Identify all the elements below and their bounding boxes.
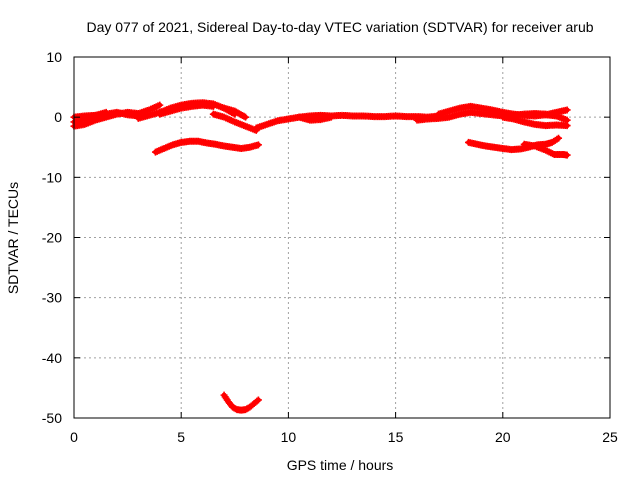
chart-title: Day 077 of 2021, Sidereal Day-to-day VTE… [86,19,593,35]
series-points [542,111,571,124]
y-axis-title: SDTVAR / TECUs [5,182,21,294]
axis-ticks: 0 5 10 15 20 25 10 0 -10 -20 -30 -40 -50 [42,49,618,445]
y-tick-label: -20 [42,230,62,246]
series-track-12 [499,113,571,130]
series-points [520,140,571,159]
x-tick-label: 20 [495,429,511,445]
series-points [151,137,262,156]
y-tick-label: -50 [42,410,62,426]
series-track-9 [295,113,335,124]
x-tick-label: 10 [281,429,297,445]
series-track-6 [209,110,260,134]
series-points [220,391,262,414]
series-points [156,101,217,118]
series-points [209,110,260,134]
y-tick-label: -10 [42,169,62,185]
series-track-13 [542,111,571,124]
series-track-15 [464,134,563,154]
series-points [499,113,571,130]
series-track-5 [156,101,217,118]
x-tick-label: 5 [177,429,185,445]
x-tick-label: 0 [70,429,78,445]
series-track-8 [252,111,442,132]
x-tick-label: 25 [602,429,618,445]
series-track-16 [520,140,571,159]
series-track-7 [220,104,250,121]
y-tick-label: -40 [42,350,62,366]
series-points [295,113,335,124]
x-tick-label: 15 [388,429,404,445]
data-layer [70,99,571,414]
x-axis-title: GPS time / hours [287,457,394,473]
series-track-14 [151,137,262,156]
y-tick-label: -30 [42,290,62,306]
series-points [252,111,442,132]
y-tick-label: 0 [54,109,62,125]
series-track-17 [220,391,262,414]
y-tick-label: 10 [46,49,62,65]
series-points [220,104,250,121]
